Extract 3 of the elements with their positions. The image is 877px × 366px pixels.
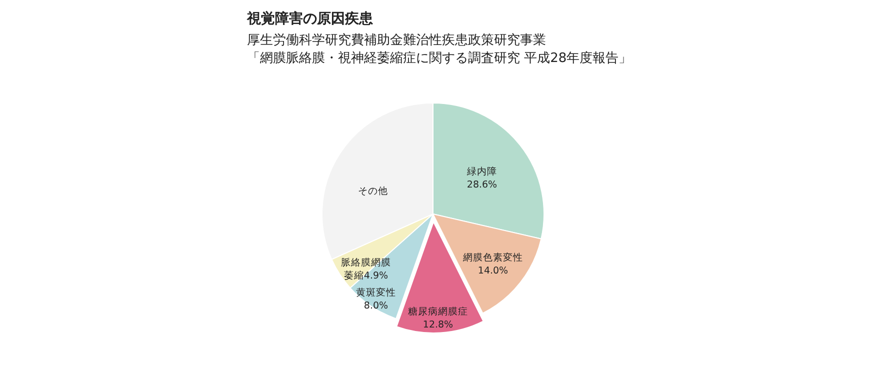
text: 「網膜脈絡膜・視神経萎縮症に関する調査研究 平成28年度報告」	[247, 50, 632, 66]
chart-title: 視覚障害の原因疾患	[246, 10, 374, 27]
chart-subtitle: 厚生労働科学研究費補助金難治性疾患政策研究事業	[247, 33, 546, 48]
